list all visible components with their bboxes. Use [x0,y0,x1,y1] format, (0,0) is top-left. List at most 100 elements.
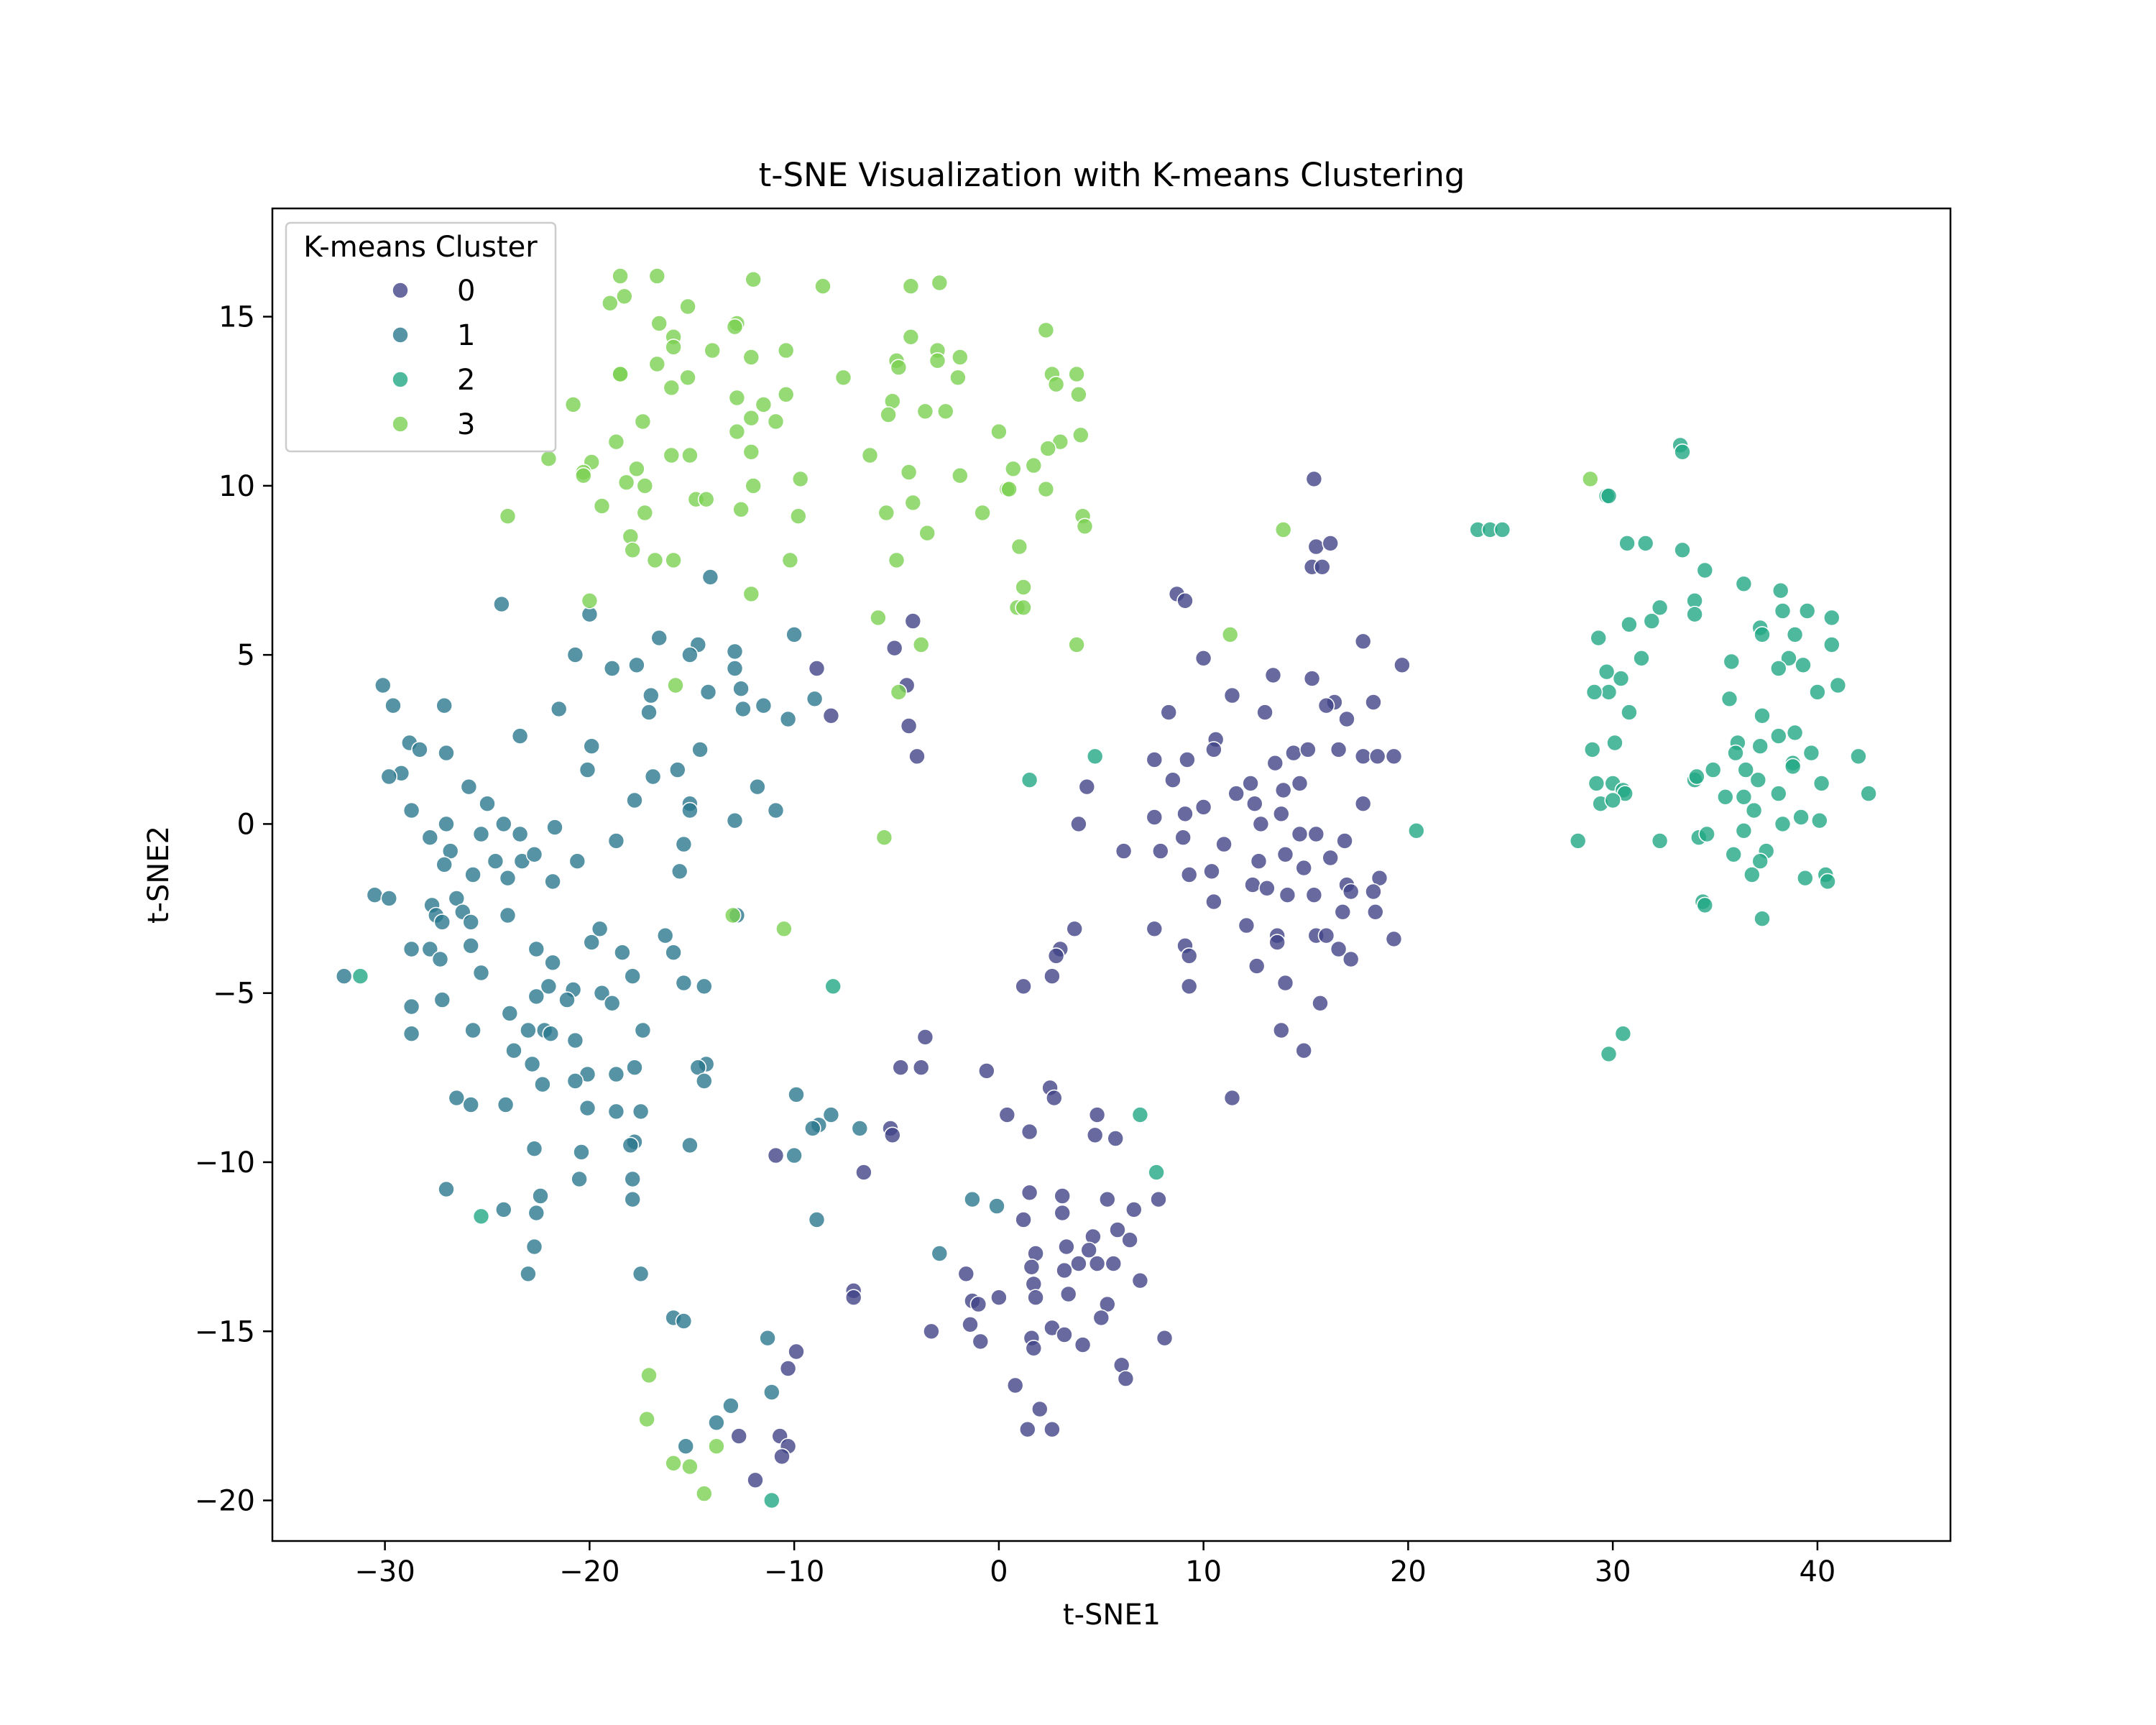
data-point [1180,978,1198,995]
data-point [931,1245,949,1262]
x-axis-ticks: −30 −20 −10 0 10 20 30 40 [354,1541,1835,1588]
data-point [617,474,635,492]
data-point [614,944,631,961]
data-point [1150,1190,1167,1208]
x-tick-label: 40 [1799,1555,1835,1588]
data-point [1021,771,1038,788]
data-point [634,413,652,431]
data-point [640,1366,658,1384]
data-point [632,1265,650,1283]
data-point [679,298,696,316]
data-point [679,369,696,387]
data-point [1735,575,1753,593]
data-point [1585,684,1603,701]
data-point [1266,754,1284,772]
data-point [520,1265,537,1283]
data-point [528,940,545,958]
y-axis-label: t-SNE2 [142,826,175,924]
data-point [1582,470,1599,488]
data-point [1164,771,1181,788]
data-point [1066,920,1083,938]
data-point [1314,558,1331,576]
data-point [779,710,797,728]
data-point [505,1041,522,1059]
x-tick-label: 30 [1595,1555,1631,1588]
data-point [1408,822,1425,840]
data-point [1156,1329,1174,1347]
data-point [650,315,668,332]
data-point [525,846,543,863]
points-layer [335,267,1877,1509]
data-point [834,369,852,387]
data-point [1273,1021,1290,1039]
data-point [1039,440,1056,457]
x-tick-label: −10 [764,1555,824,1588]
data-point [421,829,439,846]
data-point [1770,660,1787,677]
data-point [544,954,561,972]
plot-frame [271,207,1952,1542]
data-point [892,1059,909,1076]
data-point [916,1029,934,1046]
data-point [1019,1420,1036,1438]
data-point [638,1410,655,1428]
data-point [1368,748,1386,765]
data-point [1258,880,1276,897]
data-point [462,914,480,931]
data-point [1365,883,1382,901]
data-point [1027,1289,1044,1306]
data-point [1121,1231,1138,1248]
data-point [902,328,920,346]
data-point [1044,967,1061,985]
data-point [1612,670,1630,687]
data-point [636,477,654,494]
data-point [814,277,831,295]
data-point [1070,1255,1087,1272]
data-point [1291,825,1309,843]
series-cluster-3 [499,267,1599,1502]
data-point [767,1146,785,1164]
data-point [988,1197,1005,1215]
data-point [1385,748,1403,765]
data-point [1780,649,1797,667]
data-point [745,477,762,494]
data-point [668,761,686,778]
data-point [1365,694,1382,711]
data-point [912,636,930,653]
data-point [1792,809,1810,826]
data-point [566,646,584,663]
x-tick-label: −30 [354,1555,415,1588]
data-point [722,1397,740,1414]
data-point [1354,795,1372,812]
data-point [402,801,420,819]
data-point [1152,842,1169,860]
data-point [962,1316,979,1333]
data-point [663,379,681,397]
data-point [1674,541,1691,559]
data-point [1146,920,1164,938]
data-point [1322,535,1339,552]
data-point [626,791,643,809]
data-point [1054,1187,1071,1205]
data-point [1651,832,1669,850]
data-point [511,825,529,843]
data-point [884,1126,901,1144]
data-point [888,551,906,569]
data-point [665,551,682,569]
series-cluster-1 [335,569,1005,1455]
y-tick-label: −10 [195,1146,255,1179]
data-point [540,978,558,995]
data-point [438,1180,455,1198]
data-point [880,406,897,423]
data-point [964,1190,981,1208]
data-point [1717,788,1734,806]
data-point [1023,1259,1041,1276]
data-point [808,1211,826,1228]
data-point [788,1086,805,1103]
data-point [591,920,609,938]
data-point [1015,579,1032,596]
legend-entries: 0 1 2 3 [392,275,475,441]
data-point [695,1485,713,1502]
data-point [1334,903,1352,921]
data-point [564,396,582,413]
